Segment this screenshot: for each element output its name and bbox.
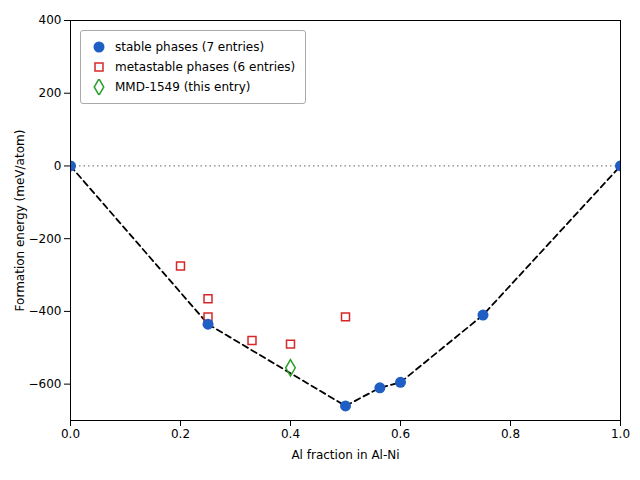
svg-text:1.0: 1.0 [611, 427, 630, 441]
svg-text:0.2: 0.2 [171, 427, 190, 441]
svg-text:200: 200 [39, 86, 62, 100]
html-text:stable phases (7 entries): stable phases (7 entries) [115, 40, 265, 54]
svg-text:−400: −400 [29, 304, 62, 318]
svg-text:Formation energy (meV/atom): Formation energy (meV/atom) [13, 130, 27, 312]
svg-text:0: 0 [54, 159, 62, 173]
svg-text:−600: −600 [29, 377, 62, 391]
svg-text:0.8: 0.8 [501, 427, 520, 441]
svg-text:400: 400 [39, 13, 62, 27]
svg-text:0.0: 0.0 [61, 427, 80, 441]
svg-text:0.4: 0.4 [281, 427, 300, 441]
html-text:metastable phases (6 entries): metastable phases (6 entries) [115, 60, 296, 74]
html-text:MMD-1549 (this entry): MMD-1549 (this entry) [115, 80, 251, 94]
svg-text:Al fraction in Al-Ni: Al fraction in Al-Ni [291, 448, 399, 462]
svg-text:0.6: 0.6 [391, 427, 410, 441]
svg-text:−200: −200 [29, 232, 62, 246]
